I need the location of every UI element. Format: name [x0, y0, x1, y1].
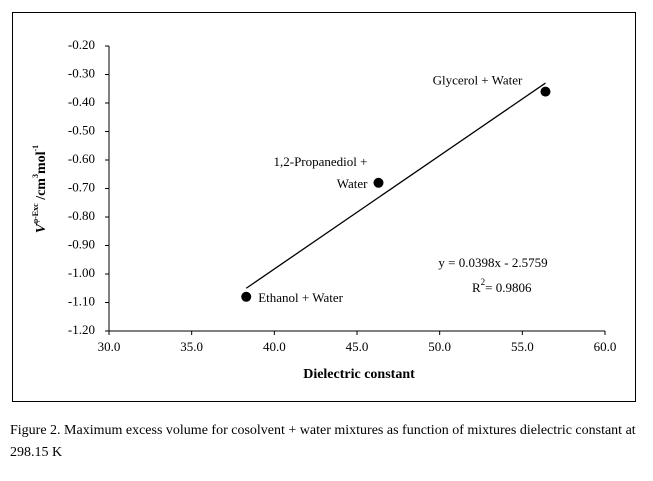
y-label-part: 3 — [31, 174, 40, 178]
x-tick-label: 40.0 — [263, 339, 286, 354]
x-tick-label: 35.0 — [180, 339, 203, 354]
r-squared: R2= 0.9806 — [472, 277, 532, 295]
data-point — [373, 177, 384, 188]
point-label: Water — [337, 176, 368, 191]
y-tick-label: -1.10 — [68, 293, 95, 308]
y-tick-label: -1.00 — [68, 265, 95, 280]
r2-part: = 0.9806 — [485, 280, 532, 295]
equation: y = 0.0398x - 2.5759 — [438, 255, 547, 270]
r2-part: R — [472, 280, 481, 295]
x-axis-label: Dielectric constant — [303, 367, 415, 382]
trendline — [245, 82, 546, 289]
y-tick-label: -0.40 — [68, 94, 95, 109]
chart: Dielectric constant Vφ-Exc /cm3mol-1 y =… — [12, 12, 636, 402]
y-axis-label: Vφ-Exc /cm3mol-1 — [31, 145, 49, 233]
caption: Figure 2. Maximum excess volume for coso… — [10, 423, 636, 460]
chart-frame — [12, 12, 636, 402]
y-label-part: /cm — [34, 178, 49, 204]
point-label: 1,2-Propanediol + — [274, 154, 368, 169]
data-point — [540, 86, 551, 97]
y-tick-label: -0.70 — [68, 179, 95, 194]
y-tick-label: -0.50 — [68, 122, 95, 137]
r2-part: 2 — [481, 277, 486, 287]
x-tick-label: 60.0 — [594, 339, 617, 354]
y-label-part: V — [34, 222, 49, 233]
y-label-part: -1 — [31, 145, 40, 152]
y-label-part: mol — [34, 151, 49, 174]
y-tick-label: -0.20 — [68, 37, 95, 52]
y-label-part: φ-Exc — [31, 203, 40, 224]
data-point — [241, 291, 252, 302]
y-tick-label: -0.90 — [68, 236, 95, 251]
y-tick-label: -0.80 — [68, 208, 95, 223]
x-tick-label: 50.0 — [428, 339, 451, 354]
y-tick-label: -0.30 — [68, 65, 95, 80]
point-label: Glycerol + Water — [433, 73, 523, 88]
point-label: Ethanol + Water — [258, 290, 343, 305]
y-tick-label: -1.20 — [68, 322, 95, 337]
y-tick-label: -0.60 — [68, 151, 95, 166]
x-tick-label: 45.0 — [346, 339, 369, 354]
x-tick-label: 55.0 — [511, 339, 534, 354]
x-tick-label: 30.0 — [98, 339, 121, 354]
